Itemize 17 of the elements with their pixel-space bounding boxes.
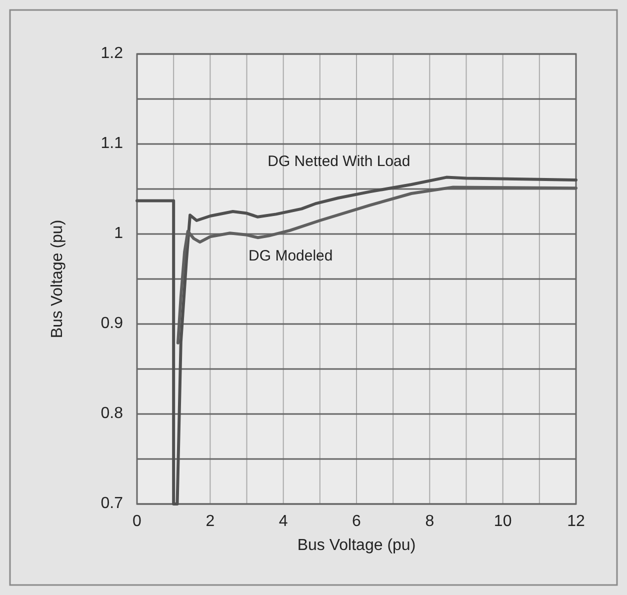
y-tick-label: 0.8 — [100, 405, 124, 422]
x-tick-label: 10 — [494, 513, 512, 530]
y-tick-label: 0.9 — [100, 315, 124, 332]
x-tick-label: 0 — [132, 513, 142, 530]
x-axis-title: Bus Voltage (pu) — [297, 537, 416, 554]
series-label: DG Modeled — [248, 247, 333, 264]
x-tick-label: 2 — [206, 513, 215, 530]
y-tick-label: 1.2 — [100, 45, 124, 62]
y-tick-label: 0.7 — [100, 495, 124, 512]
x-tick-label: 12 — [567, 513, 585, 530]
y-tick-label: 1 — [114, 225, 124, 242]
x-tick-label: 8 — [425, 513, 434, 530]
y-tick-label: 1.1 — [100, 135, 124, 152]
x-tick-label: 6 — [352, 513, 362, 530]
y-axis-title: Bus Voltage (pu) — [49, 220, 66, 338]
series-label: DG Netted With Load — [268, 152, 410, 170]
x-tick-label: 4 — [278, 513, 288, 530]
